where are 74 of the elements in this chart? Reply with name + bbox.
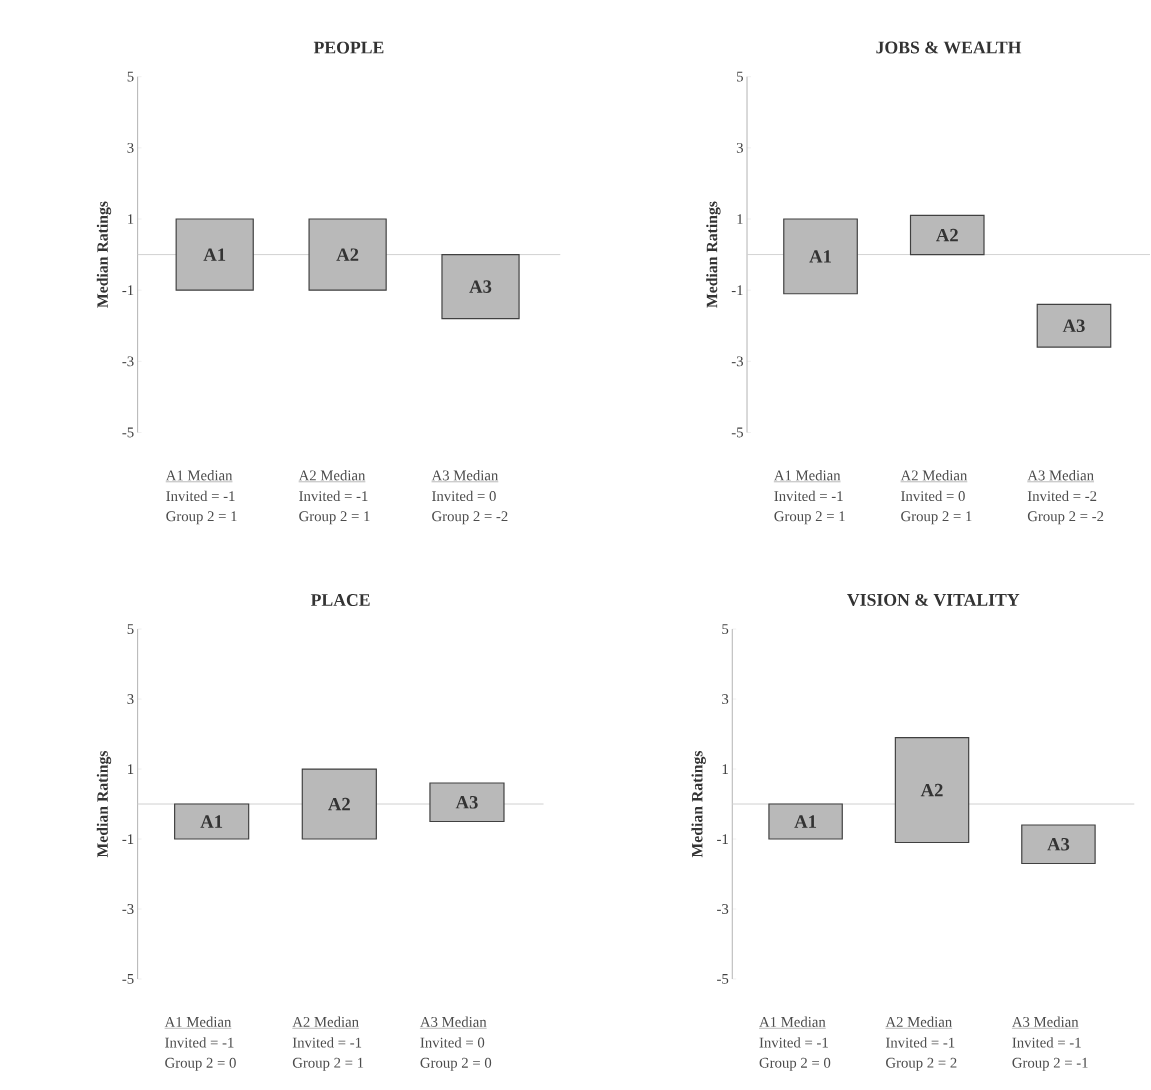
text: Invited = 0 — [901, 490, 965, 502]
y-tick-label: -5 — [122, 427, 134, 438]
y-tick-label: 1 — [128, 214, 134, 224]
text: A2 Median — [900, 470, 968, 481]
text: Invited = -1 — [165, 1037, 234, 1048]
y-tick-label: 1 — [737, 214, 743, 224]
y-tick-label: 5 — [127, 624, 134, 634]
text: A2 Median — [885, 1016, 952, 1027]
text: Group 2 = 1 — [774, 511, 845, 525]
text: A3 Median — [1012, 1016, 1079, 1027]
text: Group 2 = 1 — [901, 511, 972, 525]
y-tick-label: -3 — [122, 356, 134, 367]
text: Invited = -2 — [1027, 490, 1097, 502]
y-tick-label: -5 — [717, 974, 729, 984]
y-tick-label: -1 — [122, 834, 134, 844]
y-axis-title: Median Ratings — [96, 201, 112, 308]
y-axis-title: Median Ratings — [706, 201, 721, 308]
y-tick-label: 3 — [127, 142, 134, 153]
chart-title: JOBS & WEALTH — [876, 41, 1022, 54]
text: Group 2 = -2 — [432, 511, 508, 525]
text: A1 Median — [165, 470, 233, 481]
text: Group 2 = 0 — [420, 1057, 492, 1071]
text: Invited = -1 — [292, 1037, 362, 1048]
category-label: A2 — [328, 797, 350, 811]
text: A2 Median — [298, 470, 366, 481]
text: Invited = -1 — [774, 490, 843, 502]
category-label: A2 — [336, 248, 359, 261]
category-label: A3 — [469, 280, 492, 293]
y-tick-label: -3 — [717, 904, 729, 914]
y-tick-label: 3 — [736, 142, 743, 153]
text: A1 Median — [164, 1016, 232, 1027]
y-tick-label: -1 — [717, 834, 728, 844]
y-tick-label: -3 — [122, 904, 134, 914]
text: Invited = -1 — [1012, 1037, 1081, 1048]
y-axis-title: Median Ratings — [691, 750, 706, 858]
y-tick-label: 1 — [128, 764, 134, 774]
y-tick-label: -5 — [731, 427, 743, 438]
text: A3 Median — [1027, 470, 1094, 481]
text: Group 2 = -2 — [1027, 511, 1104, 525]
text: Group 2 = 0 — [759, 1057, 831, 1071]
y-tick-label: -1 — [122, 285, 134, 296]
text: Invited = 0 — [432, 490, 496, 502]
text: Group 2 = 1 — [292, 1057, 364, 1071]
category-label: A1 — [203, 248, 226, 261]
text: Invited = -1 — [759, 1037, 828, 1048]
text: Group 2 = 1 — [299, 511, 370, 525]
text: A1 Median — [773, 470, 841, 481]
text: Invited = -1 — [885, 1037, 955, 1048]
text: A3 Median — [420, 1016, 487, 1027]
category-label: A1 — [200, 815, 223, 828]
y-tick-label: -5 — [122, 974, 134, 984]
text: Group 2 = -1 — [1012, 1057, 1088, 1071]
text: Invited = 0 — [420, 1037, 485, 1048]
y-tick-label: -3 — [731, 356, 743, 367]
text: A2 Median — [292, 1016, 359, 1027]
text: Invited = -1 — [299, 490, 368, 502]
chart-title: PEOPLE — [313, 41, 384, 54]
y-tick-label: -1 — [731, 285, 743, 296]
y-tick-label: 3 — [127, 694, 134, 704]
y-tick-label: 5 — [722, 624, 729, 634]
chart-title: VISION & VITALITY — [847, 593, 1020, 606]
text: Invited = -1 — [166, 490, 235, 502]
text: Group 2 = 0 — [165, 1057, 236, 1071]
category-label: A3 — [455, 795, 478, 809]
y-tick-label: 5 — [127, 71, 134, 82]
text: A1 Median — [759, 1016, 826, 1027]
text: Group 2 = 2 — [886, 1057, 957, 1071]
y-tick-label: 3 — [722, 694, 729, 704]
y-axis-title: Median Ratings — [96, 750, 112, 858]
chart-title: PLACE — [310, 594, 370, 606]
y-tick-label: 5 — [737, 71, 743, 82]
text: Group 2 = 1 — [166, 511, 237, 525]
text: A3 Median — [431, 470, 499, 481]
y-tick-label: 1 — [722, 764, 728, 774]
